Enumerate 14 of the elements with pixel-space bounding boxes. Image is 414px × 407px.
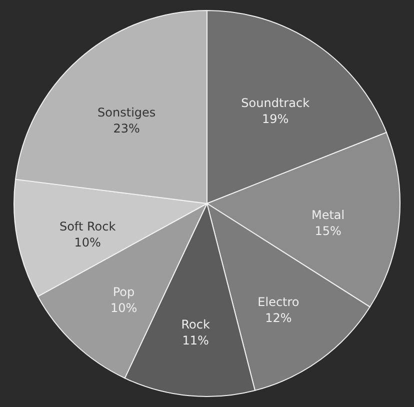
slice-label: Metal: [311, 208, 345, 222]
slice-label: Sonstiges: [98, 105, 156, 120]
data-label: 23%: [113, 121, 140, 136]
slice-label: Electro: [258, 294, 300, 309]
data-label: 12%: [265, 310, 292, 325]
data-label: 10%: [74, 235, 101, 250]
slice-label: Pop: [112, 285, 135, 300]
data-label: 15%: [314, 224, 342, 238]
slice-label: Rock: [181, 318, 210, 332]
slice-label: Soft Rock: [59, 219, 116, 234]
data-label: 10%: [110, 301, 138, 316]
data-label: 19%: [262, 112, 289, 126]
data-label: 11%: [182, 334, 209, 348]
slice-label: Soundtrack: [241, 96, 310, 110]
